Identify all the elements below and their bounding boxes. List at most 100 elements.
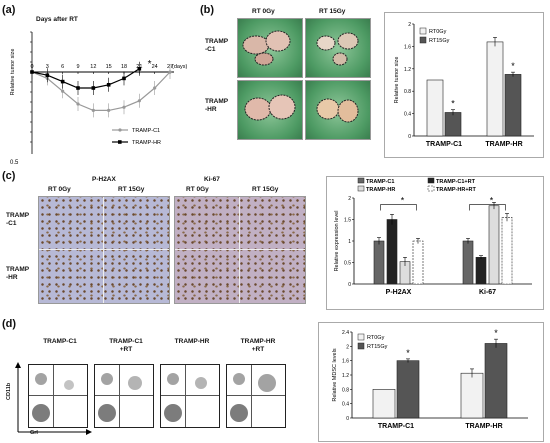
x-tick-label-4: 12: [90, 64, 96, 70]
legend-swatch-1: [357, 342, 365, 350]
flow-title-3: TRAMP-HR +RT: [230, 338, 286, 354]
flow-title-1-line1: TRAMP-C1: [109, 338, 143, 345]
legend-swatch-1: [419, 36, 427, 44]
point-0-5: [107, 108, 111, 112]
panel-b-row-label-0: TRAMP -C1: [205, 38, 228, 54]
x-tick-label-6: 18: [121, 64, 127, 70]
point-1-4: [91, 86, 96, 90]
legend-swatch-0: [357, 333, 365, 341]
y-tick-label-2: 0.8: [342, 387, 349, 393]
star-0: *: [406, 348, 410, 358]
point-0-8: [153, 86, 157, 90]
bar-1-2: [488, 205, 500, 285]
flow-plot-0-gate-v: [53, 365, 54, 427]
panel-c-bar-chart: 0 0.5 1 1.5 2 Relative expression level P-H2AX…: [334, 177, 532, 296]
tumor-photo-hr-15gy: [305, 80, 371, 140]
tumor-c1-0gy-shapes: [242, 30, 291, 66]
category-label-0: TRAMP-C1: [378, 423, 414, 430]
line-series-0: [31, 71, 171, 111]
flow-plot-3-gate-v: [251, 365, 252, 427]
star-0: *: [148, 59, 152, 70]
tumor-photo-c1-15gy: [305, 18, 371, 78]
flow-plot-2-gate-h: [161, 395, 219, 396]
panel-label-d: (d): [2, 318, 17, 330]
panel-label-c: (c): [2, 170, 16, 182]
panel-b-row-label-1-line2: -HR: [205, 106, 217, 113]
y-axis-title: Relative expression level: [334, 211, 340, 272]
star-0: *: [401, 195, 405, 205]
flow-plot-0: [28, 364, 88, 428]
panel-c-group-label-1: Ki-67: [204, 176, 220, 183]
tumor-hr-0gy-shapes: [244, 94, 296, 121]
star-1: *: [494, 328, 498, 338]
panel-a-line-chart: 0369121518212427(days)Relative tumor siz…: [10, 31, 187, 166]
panel-c-col-label-1: RT 15Gy: [118, 186, 145, 193]
y-tick-label-0: 0: [408, 134, 411, 140]
y-tick-label-3: 1.2: [342, 373, 349, 379]
flow-title-1-line2: +RT: [119, 346, 133, 353]
category-label-0: P-H2AX: [386, 289, 412, 296]
line-series-1: [31, 68, 140, 89]
panel-b-row-label-0-line2: -C1: [205, 46, 216, 53]
bar-0-1: [444, 112, 462, 137]
panel-c-row-label-0-line2: -C1: [6, 220, 17, 227]
category-label-1: TRAMP-HR: [485, 141, 522, 148]
legend-swatch-0: [419, 27, 427, 35]
y-tick-label-4: 1.6: [404, 44, 411, 50]
y-tick-label-5: 2: [408, 22, 411, 28]
panel-b-row-label-1-line1: TRAMP: [205, 98, 229, 105]
ihc-ki67-divider-h: [175, 249, 305, 250]
legend-label-3: TRAMP-HR+RT: [436, 187, 477, 193]
bar-0-0: [373, 240, 385, 285]
y-tick-label-4: 2: [348, 196, 351, 202]
category-label-1: TRAMP-HR: [465, 423, 502, 430]
flow-plot-2: [160, 364, 220, 428]
panel-b-row-label-0-line1: TRAMP: [205, 38, 229, 45]
flow-plot-1-gate-h: [95, 395, 153, 396]
star-1: *: [490, 195, 494, 205]
point-0-7: [137, 99, 141, 103]
x-tick-label-2: 6: [61, 64, 64, 70]
bar-1-0: [486, 41, 504, 137]
y-tick-label-2: 1: [348, 239, 351, 245]
y-tick-label-4: 1.6: [342, 359, 349, 365]
panel-label-a: (a): [2, 4, 16, 16]
legend-label-1: RT15Gy: [367, 344, 388, 350]
bar-1-0: [462, 240, 474, 285]
bar-1-0: [460, 372, 484, 419]
point-0-9: [168, 70, 172, 74]
x-tick-label-3: 9: [76, 64, 79, 70]
legend-label-1: TRAMP-HR: [132, 140, 161, 146]
ihc-ph2ax-divider-v: [103, 197, 104, 303]
flow-title-2-line1: TRAMP-HR: [174, 338, 210, 345]
panel-c-col-label-2: RT 0Gy: [186, 186, 209, 193]
point-1-1: [45, 73, 50, 77]
tumor-photo-c1-0gy: [237, 18, 303, 78]
x-tick-label-8: 24: [152, 64, 158, 70]
flow-plot-3: [226, 364, 286, 428]
y-tick-label-5: 2: [346, 344, 349, 350]
legend-swatch-2: [357, 185, 365, 192]
point-0-6: [122, 105, 126, 109]
legend-swatch-3: [427, 185, 435, 192]
bar-1-3: [501, 217, 513, 285]
flow-title-0-line1: TRAMP-C1: [43, 338, 77, 345]
bar-0-0: [372, 389, 396, 419]
flow-plot-3-dots: [230, 373, 276, 422]
legend-label-0: RT0Gy: [367, 335, 385, 341]
flow-plot-3-gate-h: [227, 395, 285, 396]
y-tick-label-0: 0: [346, 416, 349, 422]
category-label-0: TRAMP-C1: [426, 141, 462, 148]
star-0: *: [451, 99, 455, 109]
flow-plot-1-dots: [98, 373, 142, 422]
panel-b-col-label-0: RT 0Gy: [252, 8, 275, 15]
panel-c-row-label-1-line2: -HR: [6, 274, 18, 281]
legend-label-0: TRAMP-C1: [132, 128, 160, 134]
ihc-image-ki67: [174, 196, 306, 304]
panel-c-row-label-1: TRAMP -HR: [6, 266, 29, 282]
point-1-3: [76, 86, 80, 90]
bar-0-3: [412, 240, 424, 285]
point-0-4: [91, 108, 95, 112]
y-tick-label-1: 0.4: [404, 112, 411, 118]
flow-title-3-line2: +RT: [251, 346, 265, 353]
